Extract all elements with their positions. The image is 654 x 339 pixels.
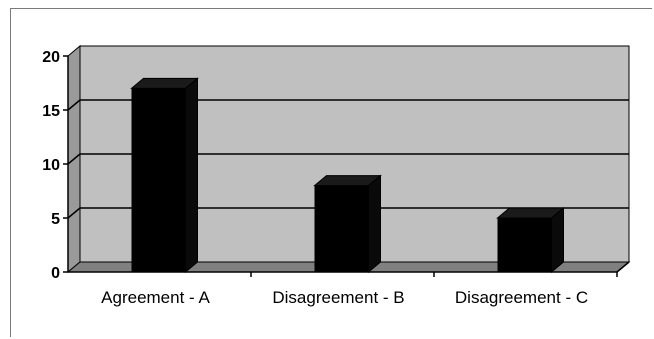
y-tick-label: 0 (51, 265, 60, 282)
y-tick-label: 5 (51, 211, 60, 228)
gridline-side (67, 153, 81, 165)
y-tick-label: 10 (42, 157, 60, 174)
x-axis-end (616, 261, 630, 273)
bar (497, 218, 552, 272)
y-tick-label: 20 (42, 49, 60, 66)
category-label: Agreement - A (101, 288, 210, 307)
bar-side (551, 206, 564, 274)
gridline-side (67, 207, 81, 219)
gridline-side (67, 99, 81, 111)
bar-side (185, 77, 198, 274)
category-label: Disagreement - B (272, 288, 404, 307)
bar (314, 185, 369, 272)
y-tick-label: 15 (42, 103, 60, 120)
bar (131, 88, 186, 273)
bar-side (368, 174, 381, 274)
category-label: Disagreement - C (455, 288, 588, 307)
